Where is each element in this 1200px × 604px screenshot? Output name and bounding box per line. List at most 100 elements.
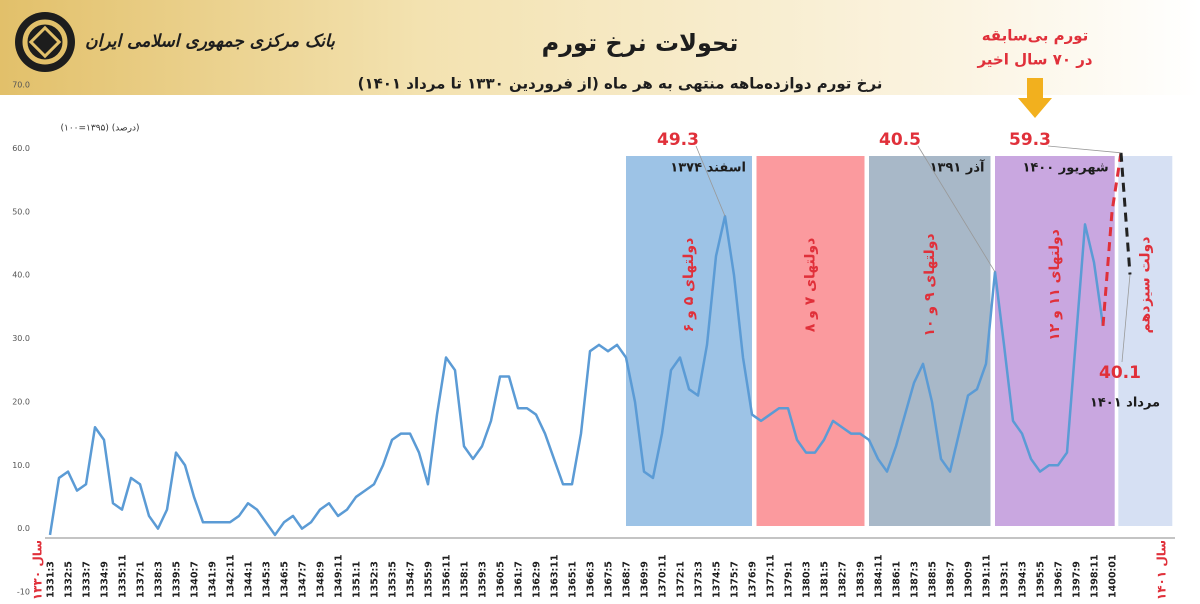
y-tick-label: 30.0 [12,334,30,343]
callout-arrow [1018,78,1052,118]
x-end-label: سال ۱۴۰۱ [1155,540,1169,600]
x-tick-label: 1341:9 [208,561,219,598]
x-tick-label: 1349:11 [334,555,345,598]
callout-line: در ۷۰ سال اخیر [976,51,1092,69]
x-tick-label: 1394:3 [1018,561,1029,598]
x-tick-label: 1342:11 [226,555,237,598]
x-tick-label: 1354:7 [406,561,417,598]
x-tick-label: 1396:7 [1054,561,1065,598]
x-tick-label: 1375:7 [730,561,741,598]
x-tick-label: 1381:5 [820,561,831,598]
x-tick-label: 1335:11 [118,555,129,598]
logo [15,12,75,72]
period-band [756,156,865,526]
x-tick-label: 1359:3 [478,561,489,598]
x-tick-label: 1400:01 [1108,555,1119,598]
x-tick-label: 1360:5 [496,561,507,598]
y-tick-label: 10.0 [12,461,30,470]
x-tick-label: 1377:11 [766,555,777,598]
x-tick-label: 1347:7 [298,561,309,598]
period-date-label: آذر ۱۳۹۱ [930,159,985,176]
chart-subtitle: نرخ تورم دوازده‌ماهه منتهی به هر ماه (از… [358,75,883,93]
x-tick-label: 1386:1 [892,561,903,598]
x-tick-label: 1387:3 [910,561,921,598]
period-date-label: اسفند ۱۳۷۴ [670,161,746,176]
x-tick-label: 1366:3 [586,561,597,598]
data-label: 59.3 [1009,130,1051,150]
x-tick-label: 1373:3 [694,561,705,598]
data-label: 40.5 [879,130,921,150]
data-label: 40.1 [1099,363,1141,383]
x-tick-label: 1390:9 [964,561,975,598]
x-tick-label: 1370:11 [658,555,669,598]
period-label: دولتهای ۱۱ و ۱۲ [1047,229,1063,341]
bank-name: بانک مرکزی جمهوری اسلامی ایران [85,32,335,52]
x-tick-label: 1334:9 [100,561,111,598]
callout-line: تورم بی‌سابقه [982,27,1089,45]
x-tick-label: 1382:7 [838,561,849,598]
x-tick-label: 1361:7 [514,561,525,598]
y-tick-label: 60.0 [12,144,30,153]
x-tick-label: 1345:3 [262,561,273,598]
x-tick-label: 1351:1 [352,561,363,598]
x-tick-label: 1369:9 [640,561,651,598]
series-line [48,214,1105,537]
x-tick-label: 1384:11 [874,555,885,598]
x-tick-label: 1338:3 [154,561,165,598]
leader-line [917,145,996,273]
x-tick-label: 1331:3 [46,561,57,598]
period-date-label: شهریور ۱۴۰۰ [1022,161,1108,176]
x-tick-label: 1337:1 [136,561,147,598]
x-tick-label: 1355:9 [424,561,435,598]
period-band [626,156,752,526]
series-line [1119,152,1132,275]
x-tick-label: 1383:9 [856,561,867,598]
x-tick-label: 1340:7 [190,561,201,598]
y-tick-label: -10 [17,588,30,597]
period-label: دولت سیزدهم [1137,237,1153,334]
x-tick-label: 1379:1 [784,561,795,598]
x-tick-label: 1356:11 [442,555,453,598]
leader-line [1121,274,1131,363]
end-date-label: مرداد ۱۴۰۱ [1090,396,1160,411]
x-tick-label: 1332:5 [64,561,75,598]
data-label: 49.3 [657,130,699,150]
y-tick-label: 0.0 [17,524,30,533]
x-tick-label: 1376:9 [748,561,759,598]
plot-area: دولتهای ۵ و ۶ اسفند ۱۳۷۴ دولتهای ۷ و ۸ دولت… [12,81,1175,598]
x-tick-label: 1374:5 [712,561,723,598]
x-tick-label: 1353:5 [388,561,399,598]
x-tick-label: 1388:5 [928,561,939,598]
x-tick-label: 1393:1 [1000,561,1011,598]
y-tick-label: 20.0 [12,397,30,406]
x-tick-label: 1348:9 [316,561,327,598]
header-band [0,0,1200,95]
x-tick-label: 1352:3 [370,561,381,598]
x-tick-label: 1391:11 [982,555,993,598]
period-band [1118,156,1173,526]
period-label: دولتهای ۹ و ۱۰ [922,233,938,336]
chart-title: تحولات نرخ تورم [542,29,739,57]
y-tick-label: 70.0 [12,81,30,90]
x-tick-label: 1397:9 [1072,561,1083,598]
x-tick-label: 1358:1 [460,561,471,598]
x-tick-label: 1389:7 [946,561,957,598]
x-tick-label: 1363:11 [550,555,561,598]
x-tick-label: 1365:1 [568,561,579,598]
leader-line [1047,145,1122,154]
x-tick-label: 1333:7 [82,561,93,598]
x-tick-label: 1380:3 [802,561,813,598]
x-tick-label: 1367:5 [604,561,615,598]
x-tick-label: 1368:7 [622,561,633,598]
x-tick-label: 1362:9 [532,561,543,598]
series-line [1101,152,1123,326]
y-tick-label: 40.0 [12,271,30,280]
y-axis-label: (درصد) (۱۳۹۵=۱۰۰) [60,124,139,134]
x-tick-label: 1372:1 [676,561,687,598]
x-tick-label: 1395:5 [1036,561,1047,598]
x-tick-label: 1398:11 [1090,555,1101,598]
y-tick-label: 50.0 [12,207,30,216]
x-tick-label: 1346:5 [280,561,291,598]
